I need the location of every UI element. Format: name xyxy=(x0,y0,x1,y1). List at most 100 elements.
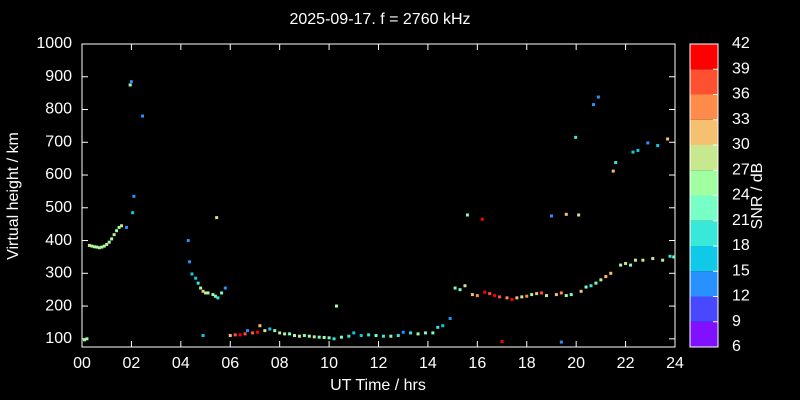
data-point xyxy=(483,290,487,294)
colorbar-tick-label: 12 xyxy=(732,288,750,305)
data-point xyxy=(243,332,247,336)
data-point xyxy=(500,339,504,343)
colorbar-tick-label: 18 xyxy=(732,237,750,254)
x-tick-label: 14 xyxy=(419,355,437,372)
data-point xyxy=(651,257,655,261)
data-point xyxy=(278,331,282,335)
data-point xyxy=(493,294,497,298)
data-point xyxy=(374,334,378,338)
data-point xyxy=(475,294,479,298)
data-point xyxy=(327,336,331,340)
data-point xyxy=(307,334,311,338)
data-point xyxy=(97,246,101,250)
data-point xyxy=(614,161,618,165)
data-point xyxy=(115,229,119,233)
data-point xyxy=(112,233,116,237)
color-bin xyxy=(690,321,718,347)
data-point xyxy=(297,334,301,338)
data-point xyxy=(448,317,452,321)
data-point xyxy=(564,294,568,298)
data-point xyxy=(624,261,628,265)
data-point xyxy=(186,239,190,243)
data-point xyxy=(554,293,558,297)
data-point xyxy=(465,213,469,217)
y-tick-label: 800 xyxy=(45,101,72,118)
x-tick-label: 04 xyxy=(172,355,190,372)
data-point xyxy=(596,95,600,99)
data-point xyxy=(87,243,91,247)
data-point xyxy=(579,289,583,293)
data-point xyxy=(105,242,109,246)
y-tick-label: 500 xyxy=(45,199,72,216)
data-point xyxy=(213,294,217,298)
data-point xyxy=(453,286,457,290)
y-tick-label: 600 xyxy=(45,166,72,183)
data-point xyxy=(641,258,645,262)
x-tick-label: 10 xyxy=(320,355,338,372)
data-point xyxy=(288,332,292,336)
data-point xyxy=(283,332,287,336)
y-tick-label: 300 xyxy=(45,265,72,282)
data-point xyxy=(545,294,549,298)
data-point xyxy=(292,334,296,338)
y-axis-label: Virtual height / km xyxy=(5,132,22,260)
data-point xyxy=(458,288,462,292)
x-tick-label: 12 xyxy=(370,355,388,372)
data-point xyxy=(228,334,232,338)
y-tick-label: 100 xyxy=(45,330,72,347)
data-point xyxy=(332,337,336,341)
data-point xyxy=(206,291,210,295)
color-bin xyxy=(690,170,718,196)
y-tick-label: 900 xyxy=(45,68,72,85)
data-point xyxy=(129,80,133,84)
color-bin xyxy=(690,220,718,246)
data-point xyxy=(273,329,277,333)
data-point xyxy=(302,334,306,338)
data-point xyxy=(409,331,413,335)
x-tick-label: 16 xyxy=(468,355,486,372)
data-point xyxy=(631,150,635,154)
data-point xyxy=(258,324,262,328)
data-point xyxy=(431,331,435,335)
data-point xyxy=(591,103,595,107)
x-tick-label: 08 xyxy=(271,355,289,372)
data-point xyxy=(594,281,598,285)
data-point xyxy=(609,271,613,275)
data-point xyxy=(82,338,86,342)
data-point xyxy=(233,333,237,337)
data-point xyxy=(124,225,128,229)
data-point xyxy=(201,334,205,338)
x-tick-label: 00 xyxy=(73,355,91,372)
data-point xyxy=(619,263,623,267)
data-point xyxy=(132,194,136,198)
color-bin xyxy=(690,44,718,70)
data-point xyxy=(559,291,563,295)
colorbar-tick-label: 39 xyxy=(732,60,750,77)
color-bin xyxy=(690,271,718,297)
data-point xyxy=(102,244,106,248)
data-point xyxy=(190,272,194,276)
data-point xyxy=(131,211,135,215)
colorbar-tick-label: 24 xyxy=(732,187,750,204)
data-point xyxy=(220,291,224,295)
color-bin xyxy=(690,195,718,221)
data-point xyxy=(117,225,121,229)
data-point xyxy=(569,293,573,297)
data-point xyxy=(322,336,326,340)
color-bin xyxy=(690,296,718,322)
x-tick-label: 06 xyxy=(221,355,239,372)
data-point xyxy=(187,260,191,264)
color-bin xyxy=(690,69,718,95)
data-point xyxy=(441,324,445,328)
chart-title: 2025-09-17. f = 2760 kHz xyxy=(289,11,470,28)
data-point xyxy=(416,332,420,336)
data-point xyxy=(334,304,338,308)
data-point xyxy=(85,337,89,341)
data-point xyxy=(312,335,316,339)
colorbar-tick-label: 6 xyxy=(732,338,741,355)
data-point xyxy=(128,83,132,87)
x-axis-label: UT Time / hrs xyxy=(330,377,426,394)
data-point xyxy=(90,244,94,248)
data-point xyxy=(120,224,124,228)
